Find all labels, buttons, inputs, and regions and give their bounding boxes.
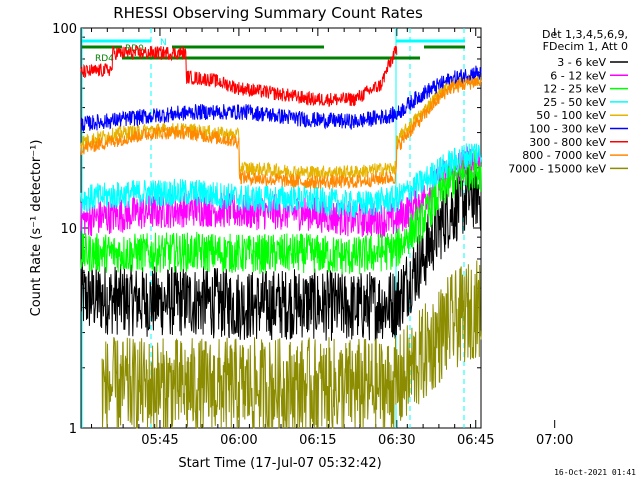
legend-entry: 6 - 12 keV xyxy=(550,69,606,82)
series-line xyxy=(80,72,482,181)
legend: Det 1,3,4,5,6,9,FDecim 1, Att 0 3 - 6 keV… xyxy=(508,28,628,175)
x-tick-label: 06:30 xyxy=(378,433,415,448)
series-line xyxy=(80,65,482,132)
y-tick-label: 10 xyxy=(60,222,77,237)
legend-entry: 3 - 6 keV xyxy=(557,56,606,69)
x-axis-label: Start Time (17-Jul-07 05:32:42) xyxy=(178,456,381,471)
legend-entry: 100 - 300 keV xyxy=(529,123,606,136)
legend-header: FDecim 1, Att 0 xyxy=(543,40,628,53)
y-tick-label: 1 xyxy=(69,422,77,437)
status-bar-label: RD0 xyxy=(125,44,144,54)
x-tick-label: 07:00 xyxy=(536,433,573,448)
y-axis-label: Count Rate (s⁻¹ detector⁻¹) xyxy=(29,140,44,317)
series-line xyxy=(80,158,482,343)
series-line xyxy=(101,260,482,429)
render-timestamp: 16-Oct-2021 01:41 xyxy=(554,468,636,477)
series-line xyxy=(80,143,482,218)
plot-area: 1 10 100 05:45 06:00 06:15 06:30 06:45 07:00 N RD0… xyxy=(52,22,573,448)
legend-header: Det 1,3,4,5,6,9, xyxy=(542,28,628,41)
legend-entry: 12 - 25 keV xyxy=(543,83,606,96)
series-line xyxy=(80,146,482,238)
series-line xyxy=(80,150,482,275)
x-tick-label: 06:00 xyxy=(220,433,257,448)
x-tick-label: 06:15 xyxy=(299,433,336,448)
series-line xyxy=(80,45,398,107)
legend-entry: 25 - 50 keV xyxy=(543,96,606,109)
legend-entry: 800 - 7000 keV xyxy=(522,149,606,162)
y-tick-label: 100 xyxy=(52,22,77,37)
status-bar-label: N xyxy=(160,38,167,48)
x-tick-label: 06:45 xyxy=(457,433,494,448)
x-tick-label: 05:45 xyxy=(141,433,178,448)
chart-title: RHESSI Observing Summary Count Rates xyxy=(113,4,423,22)
series-line xyxy=(80,77,482,191)
legend-entry: 7000 - 15000 keV xyxy=(508,162,606,175)
legend-entry: 300 - 800 keV xyxy=(529,136,606,149)
status-bar-label: RD4 xyxy=(95,54,114,64)
legend-entry: 50 - 100 keV xyxy=(536,109,606,122)
